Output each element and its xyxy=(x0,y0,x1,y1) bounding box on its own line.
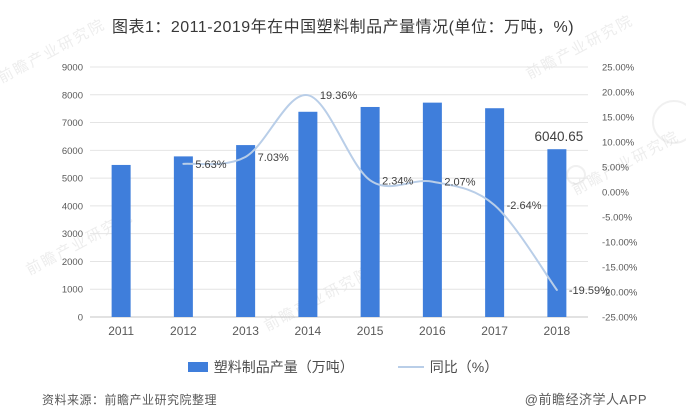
yoy-label-2016: 2.07% xyxy=(444,177,475,189)
left-axis-tick: 9000 xyxy=(62,63,83,74)
x-tick-2015: 2015 xyxy=(357,324,384,338)
x-tick-2014: 2014 xyxy=(295,324,322,338)
right-axis-tick: 25.00% xyxy=(602,63,635,74)
legend-item-yoy: 同比（%） xyxy=(397,357,499,377)
legend-item-production: 塑料制品产量（万吨） xyxy=(187,357,354,377)
right-axis-tick: 20.00% xyxy=(602,88,635,99)
bar-2013 xyxy=(236,145,256,317)
left-axis-tick: 5000 xyxy=(62,174,83,185)
left-axis-tick: 3000 xyxy=(62,229,83,240)
bar-2012 xyxy=(173,156,193,317)
x-tick-2018: 2018 xyxy=(544,324,571,338)
bar-value-label-2018: 6040.65 xyxy=(534,129,583,144)
bar-2014 xyxy=(298,111,318,318)
yoy-label-2014: 19.36% xyxy=(320,90,358,102)
left-axis-tick: 7000 xyxy=(62,118,83,129)
plot-area: 9000 8000 7000 6000 5000 4000 3000 2000 1000 0 25.… xyxy=(62,63,638,339)
bar-2015 xyxy=(360,106,380,317)
bar-2016 xyxy=(422,102,442,317)
legend: 塑料制品产量（万吨） 同比（%） xyxy=(0,357,686,377)
right-axis-tick: -15.00% xyxy=(602,263,638,274)
brand-note: @前瞻经济学人APP xyxy=(524,392,647,407)
right-axis-tick: -5.00% xyxy=(602,213,633,224)
right-axis-tick: 15.00% xyxy=(602,113,635,124)
x-tick-2012: 2012 xyxy=(170,324,197,338)
yoy-line xyxy=(182,94,558,291)
right-axis-tick: -20.00% xyxy=(602,288,638,299)
x-tick-2017: 2017 xyxy=(481,324,508,338)
bar-marker-icon xyxy=(187,362,208,372)
right-axis-tick: 5.00% xyxy=(602,163,629,174)
x-tick-2011: 2011 xyxy=(108,324,134,338)
x-tick-2016: 2016 xyxy=(419,324,446,338)
left-axis-tick: 2000 xyxy=(62,257,83,268)
right-axis-tick: 0.00% xyxy=(602,188,629,199)
right-axis-tick: 10.00% xyxy=(602,138,635,149)
chart-title: 图表1：2011-2019年在中国塑料制品产量情况(单位：万吨，%) xyxy=(111,19,575,36)
source-note: 资料来源：前瞻产业研究院整理 xyxy=(42,393,218,407)
yoy-label-2013: 7.03% xyxy=(258,152,289,164)
right-axis-tick: -25.00% xyxy=(602,313,638,324)
left-axis-tick: 4000 xyxy=(62,201,83,212)
yoy-label-2018: -19.59% xyxy=(569,285,610,297)
left-axis-tick: 6000 xyxy=(62,146,83,157)
yoy-label-2012: 5.63% xyxy=(195,159,226,171)
legend-label-production: 塑料制品产量（万吨） xyxy=(213,359,354,375)
bar-2018 xyxy=(547,149,567,317)
yoy-label-2017: -2.64% xyxy=(507,200,542,212)
x-tick-2013: 2013 xyxy=(232,324,259,338)
bar-2017 xyxy=(485,108,505,317)
right-axis-tick: -10.00% xyxy=(602,238,638,249)
bar-2011 xyxy=(111,164,131,317)
line-marker-icon xyxy=(397,366,424,368)
yoy-label-2015: 2.34% xyxy=(382,175,413,187)
left-axis-tick: 0 xyxy=(78,313,83,324)
legend-label-yoy: 同比（%） xyxy=(429,359,499,375)
left-axis-tick: 8000 xyxy=(62,90,83,101)
left-axis-tick: 1000 xyxy=(62,285,83,296)
